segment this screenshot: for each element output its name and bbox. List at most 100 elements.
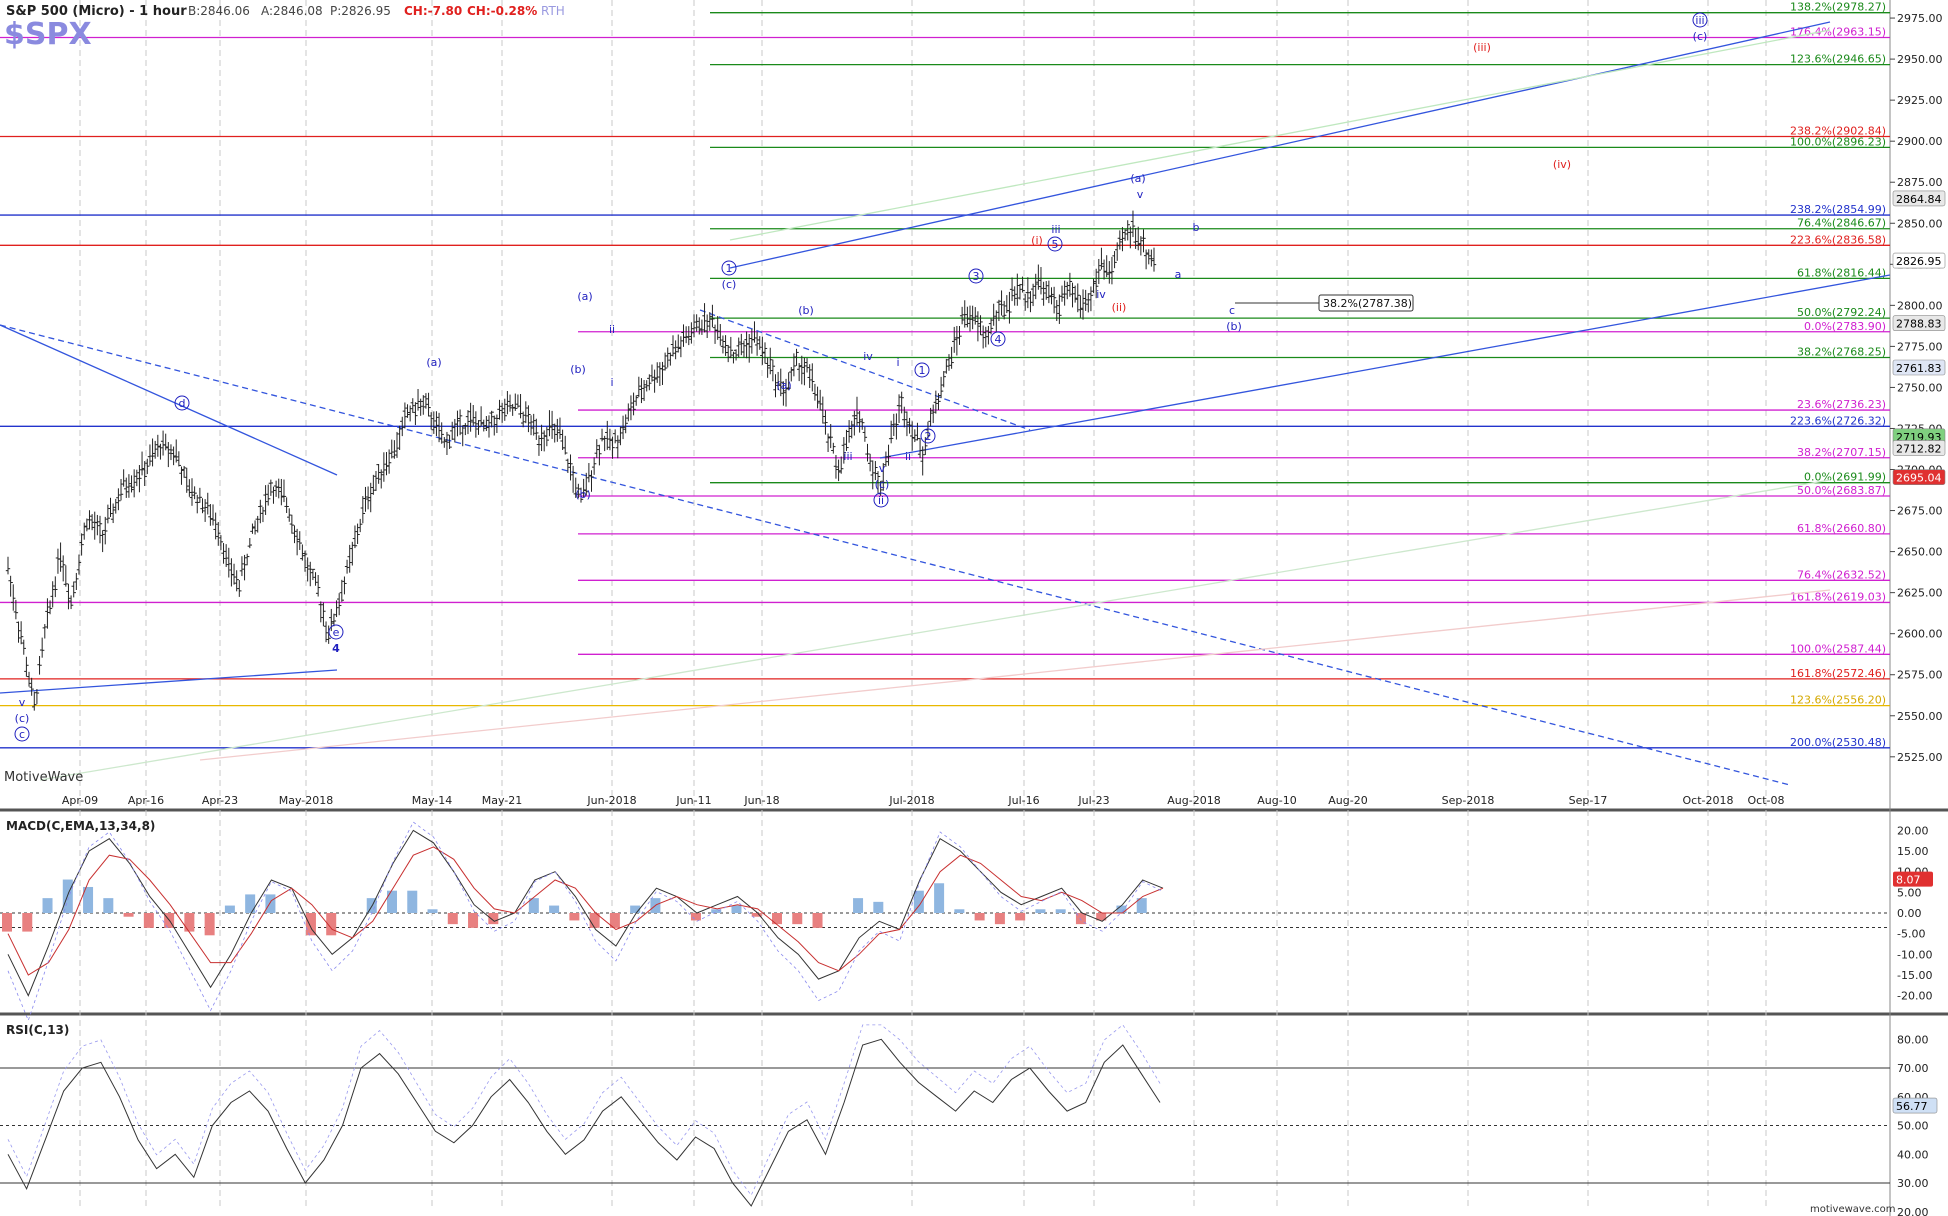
- fib-level-label: 138.2%(2978.27): [1790, 1, 1886, 14]
- channel-upper: [729, 21, 1831, 269]
- macd-histogram-bar: [731, 905, 742, 913]
- fib-box-label: 38.2%(2787.38): [1323, 297, 1412, 310]
- macd-histogram-bar: [913, 890, 924, 913]
- rsi-panel[interactable]: [0, 1016, 1890, 1210]
- fib-box[interactable]: [1318, 294, 1414, 312]
- macd-histogram-bar: [407, 890, 418, 913]
- wave-label: iv: [863, 350, 873, 363]
- wave-label-circle: [920, 428, 936, 444]
- y-tick-label: 2675.00: [1897, 505, 1943, 518]
- macd-histogram-bar: [974, 913, 985, 921]
- wave-label: d: [179, 397, 186, 410]
- rsi-tick-label: 80.00: [1897, 1033, 1929, 1046]
- y-tick-label: 2925.00: [1897, 94, 1943, 107]
- macd-panel[interactable]: [0, 812, 1890, 1012]
- fib-level-label: 0.0%(2783.90): [1804, 320, 1886, 333]
- y-tick-label: 2525.00: [1897, 751, 1943, 764]
- x-tick-label: Sep-2018: [1442, 794, 1495, 807]
- fib-level-label: 61.8%(2660.80): [1797, 522, 1886, 535]
- price-badge-label: 2826.95: [1896, 255, 1942, 268]
- wave-label: (iii): [1473, 41, 1491, 54]
- macd-histogram-bar: [549, 905, 560, 913]
- wave-label-circle: [990, 331, 1006, 347]
- macd-histogram-bar: [528, 898, 539, 913]
- macd-histogram-bar: [569, 913, 580, 921]
- channel-faint: [39, 479, 1831, 781]
- wave-label: (c): [1693, 30, 1708, 43]
- macd-histogram-bar: [224, 905, 235, 913]
- trendline: [0, 669, 338, 694]
- x-tick-label: Aug-10: [1257, 794, 1296, 807]
- wave-label-circle: [873, 492, 889, 508]
- wave-label: (c): [15, 712, 30, 725]
- macd-tick-label: -15.00: [1897, 969, 1932, 982]
- macd-histogram-bar: [1055, 909, 1066, 913]
- x-tick-label: Aug-20: [1328, 794, 1367, 807]
- wave-label: (c): [875, 478, 890, 491]
- wave-label-circle: [328, 624, 344, 640]
- rsi-tick-label: 20.00: [1897, 1206, 1929, 1216]
- macd-histogram-bar: [245, 894, 256, 913]
- y-tick-label: 2875.00: [1897, 176, 1943, 189]
- chart-title: S&P 500 (Micro) - 1 hour: [6, 4, 187, 19]
- fib-level-label: 38.2%(2707.15): [1797, 446, 1886, 459]
- wave-label-circle: [174, 395, 190, 411]
- wave-label: (b): [575, 488, 591, 501]
- macd-tick-label: -20.00: [1897, 990, 1932, 1003]
- x-tick-label: May-2018: [279, 794, 334, 807]
- macd-histogram-bar: [305, 913, 316, 936]
- wave-label-circle: [1047, 236, 1063, 252]
- x-tick-label: Jun-18: [743, 794, 779, 807]
- macd-value-badge: [1893, 871, 1933, 887]
- channel-faint: [729, 29, 1831, 241]
- fib-level-label: 238.2%(2902.84): [1790, 125, 1886, 138]
- fib-level-label: 176.4%(2963.15): [1790, 26, 1886, 39]
- macd-histogram-bar: [387, 890, 397, 913]
- macd-histogram-bar: [184, 913, 195, 932]
- wave-label: 2: [925, 430, 932, 443]
- wave-label: (b): [570, 363, 586, 376]
- ask-readout: A:2846.08: [261, 4, 323, 18]
- rsi-value-badge: [1892, 1097, 1938, 1114]
- wave-label: i: [896, 356, 899, 369]
- macd-value-label: 8.07: [1896, 874, 1921, 887]
- macd-histogram-bar: [1116, 905, 1127, 913]
- macd-tick-label: 5.00: [1897, 886, 1922, 899]
- price-panel[interactable]: [0, 0, 1890, 808]
- fib-level-label: 161.8%(2619.03): [1790, 590, 1886, 603]
- y-tick-label: 2625.00: [1897, 587, 1943, 600]
- fib-level-label: 223.6%(2726.32): [1790, 414, 1886, 427]
- macd-histogram-bar: [772, 913, 782, 925]
- wave-label: a: [1175, 268, 1182, 281]
- y-tick-label: 2550.00: [1897, 710, 1943, 723]
- y-tick-label: 2900.00: [1897, 135, 1943, 148]
- wave-label-circle: [721, 260, 737, 276]
- ticker-watermark: $SPX: [4, 17, 92, 52]
- fib-level-label: 123.6%(2556.20): [1790, 694, 1886, 707]
- macd-histogram-bar: [934, 883, 945, 913]
- x-tick-label: Sep-17: [1569, 794, 1608, 807]
- price-badge: [1892, 252, 1946, 269]
- x-tick-label: Jul-2018: [888, 794, 934, 807]
- macd-band: [7, 821, 1164, 1022]
- fib-level-label: 238.2%(2854.99): [1790, 203, 1886, 216]
- fib-level-label: 50.0%(2792.24): [1797, 306, 1886, 319]
- macd-tick-label: 15.00: [1897, 845, 1929, 858]
- macd-histogram-bar: [711, 909, 722, 913]
- macd-histogram-bar: [447, 913, 458, 925]
- bid-readout: B:2846.06: [188, 4, 250, 18]
- macd-histogram-bar: [873, 901, 884, 913]
- wave-label: 1: [726, 262, 733, 275]
- price-badge-label: 2712.82: [1896, 442, 1942, 455]
- wave-label: e: [333, 626, 340, 639]
- wave-label: 3: [973, 270, 980, 283]
- wave-label: ii: [905, 450, 911, 463]
- trendline-dashed: [699, 309, 1031, 431]
- fib-level-label: 200.0%(2530.48): [1790, 736, 1886, 749]
- macd-histogram-bar: [22, 913, 33, 932]
- price-badge: [1892, 315, 1946, 331]
- macd-title: MACD(C,EMA,13,34,8): [6, 819, 155, 833]
- macd-tick-label: -10.00: [1897, 948, 1932, 961]
- fib-level-label: 223.6%(2836.58): [1790, 233, 1886, 246]
